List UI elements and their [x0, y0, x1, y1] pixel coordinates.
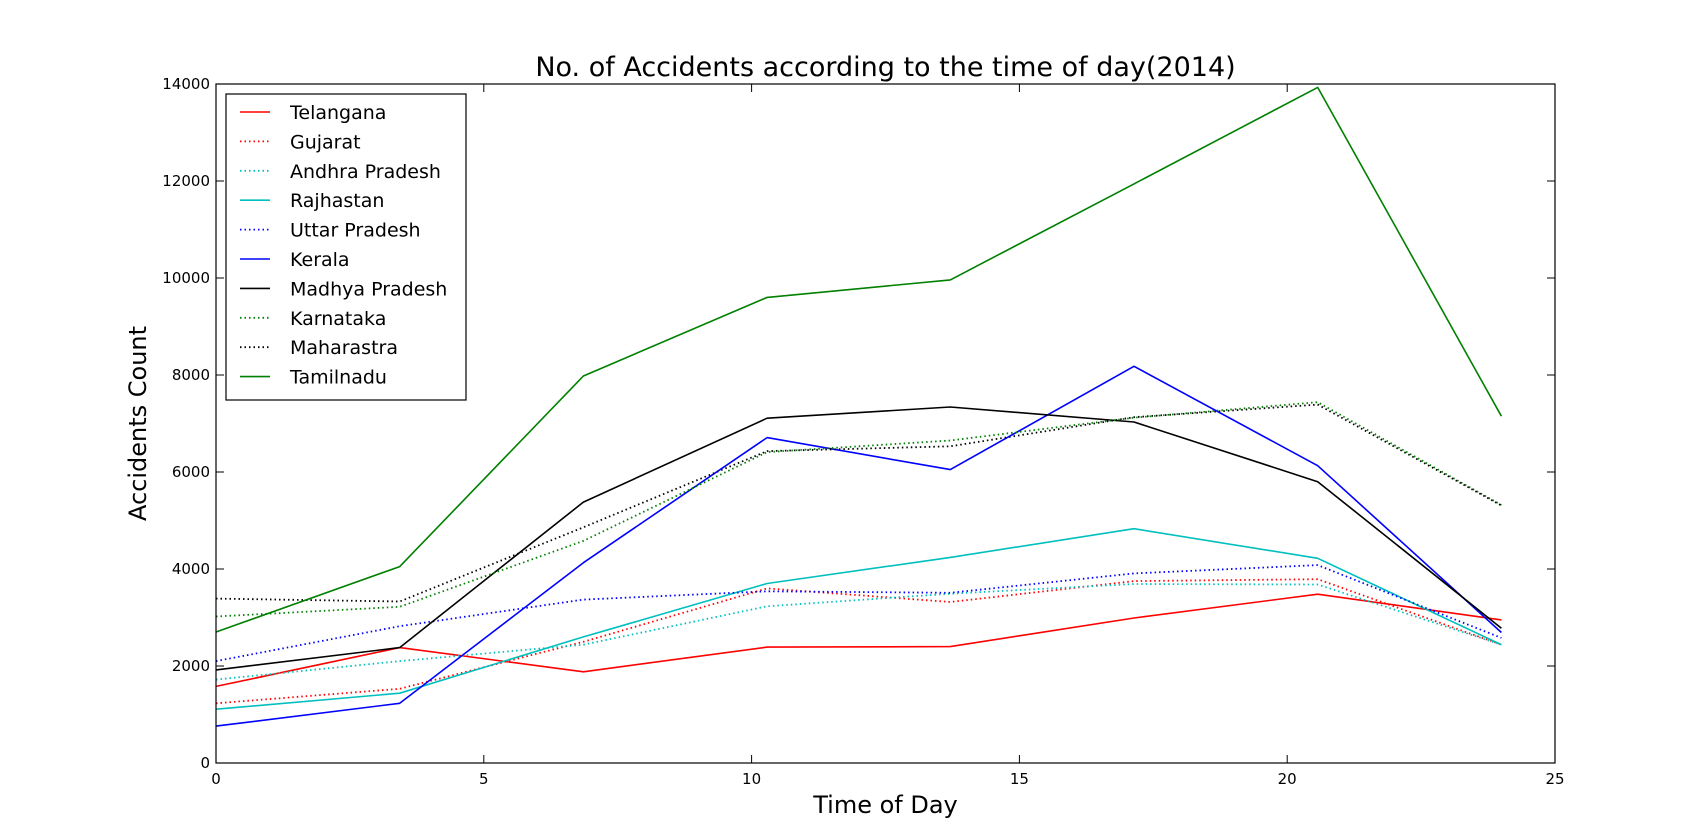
axes-frame — [215, 83, 1556, 764]
y-tick-label: 14000 — [162, 75, 210, 93]
plot-area — [215, 86, 1503, 727]
axes: 0 5 10 15 20 25 0 2000 4000 6000 8000 10000 12000 140… — [162, 75, 1564, 788]
x-axis-title: Time of Day — [812, 791, 958, 819]
x-tick-label: 15 — [1010, 770, 1029, 788]
legend-label: Maharastra — [290, 337, 398, 359]
chart-title: No. of Accidents according to the time o… — [535, 52, 1235, 83]
series-line-rajhastan — [215, 527, 1502, 710]
y-tick-label: 8000 — [172, 366, 210, 384]
x-tick-label: 0 — [211, 770, 221, 788]
legend: Telangana Gujarat Andhra Pradesh Rajhastan U… — [225, 93, 467, 401]
legend-label: Kerala — [290, 249, 350, 271]
series-line-telangana — [215, 593, 1502, 688]
legend-label: Tamilnadu — [289, 367, 387, 389]
legend-label: Uttar Pradesh — [290, 220, 421, 242]
x-tick-label: 10 — [742, 770, 761, 788]
y-tick-label: 12000 — [162, 172, 210, 190]
y-tick-label: 4000 — [172, 560, 210, 578]
series-line-gujarat — [215, 578, 1502, 705]
series-line-andhra-pradesh — [215, 583, 1502, 681]
legend-label: Andhra Pradesh — [290, 161, 441, 183]
series-line-maharastra — [215, 403, 1502, 603]
x-tick-label: 5 — [479, 770, 489, 788]
series-line-uttar-pradesh — [215, 564, 1502, 662]
series-line-madhya-pradesh — [215, 406, 1502, 671]
legend-label: Madhya Pradesh — [290, 278, 447, 300]
series-line-kerala — [215, 365, 1502, 727]
legend-label: Karnataka — [290, 308, 386, 330]
y-tick-label: 2000 — [172, 657, 210, 675]
y-axis-title: Accidents Count — [124, 326, 152, 521]
legend-box — [225, 93, 467, 401]
y-tick-label: 0 — [200, 754, 210, 772]
legend-label: Rajhastan — [290, 190, 384, 212]
y-tick-label: 6000 — [172, 463, 210, 481]
legend-label: Telangana — [289, 102, 386, 124]
series-line-tamilnadu — [215, 86, 1503, 633]
x-tick-label: 25 — [1545, 770, 1564, 788]
series-line-karnataka — [215, 401, 1502, 618]
x-tick-label: 20 — [1278, 770, 1297, 788]
y-tick-label: 10000 — [162, 269, 210, 287]
legend-label: Gujarat — [290, 131, 361, 153]
